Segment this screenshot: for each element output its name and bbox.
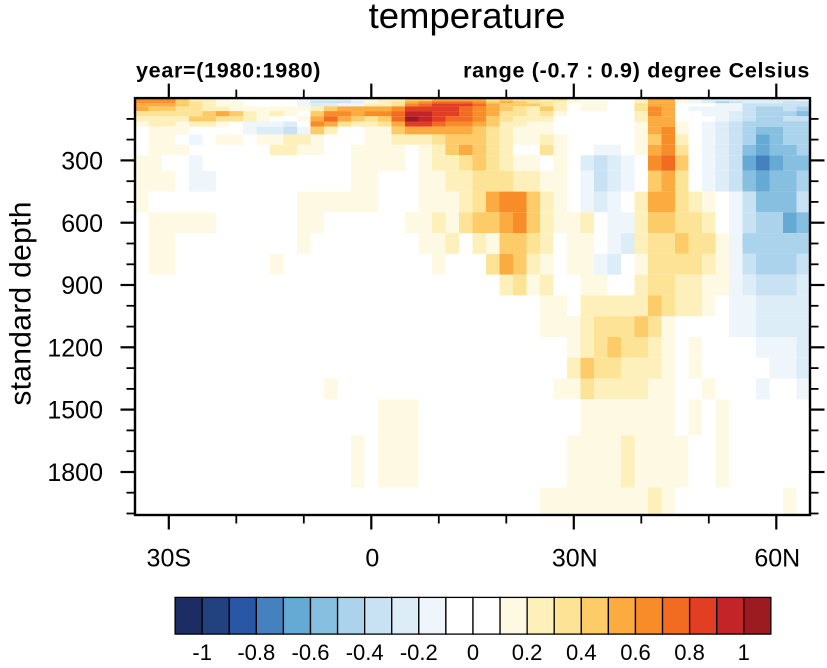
svg-text:0: 0: [467, 640, 479, 663]
svg-text:30S: 30S: [147, 545, 191, 573]
svg-text:1: 1: [738, 640, 750, 663]
svg-text:0.6: 0.6: [620, 640, 651, 663]
svg-text:temperature: temperature: [369, 0, 566, 36]
svg-text:600: 600: [61, 210, 103, 238]
svg-text:standard depth: standard depth: [5, 201, 38, 405]
svg-text:0.8: 0.8: [674, 640, 705, 663]
svg-text:1200: 1200: [47, 334, 103, 362]
svg-text:year=(1980:1980): year=(1980:1980): [136, 59, 321, 83]
svg-text:0.2: 0.2: [512, 640, 543, 663]
svg-text:0: 0: [365, 545, 379, 573]
svg-text:range (-0.7 : 0.9) degree Cels: range (-0.7 : 0.9) degree Celsius: [463, 59, 810, 83]
svg-text:900: 900: [61, 272, 103, 300]
svg-text:-0.6: -0.6: [292, 640, 330, 663]
svg-text:1800: 1800: [47, 459, 103, 487]
svg-text:30N: 30N: [552, 545, 598, 573]
svg-text:-0.2: -0.2: [400, 640, 438, 663]
svg-text:-1: -1: [192, 640, 212, 663]
svg-text:1500: 1500: [47, 397, 103, 425]
svg-text:-0.4: -0.4: [346, 640, 384, 663]
svg-text:300: 300: [61, 148, 103, 176]
svg-text:60N: 60N: [754, 545, 800, 573]
svg-text:-0.8: -0.8: [237, 640, 275, 663]
svg-text:0.4: 0.4: [566, 640, 597, 663]
